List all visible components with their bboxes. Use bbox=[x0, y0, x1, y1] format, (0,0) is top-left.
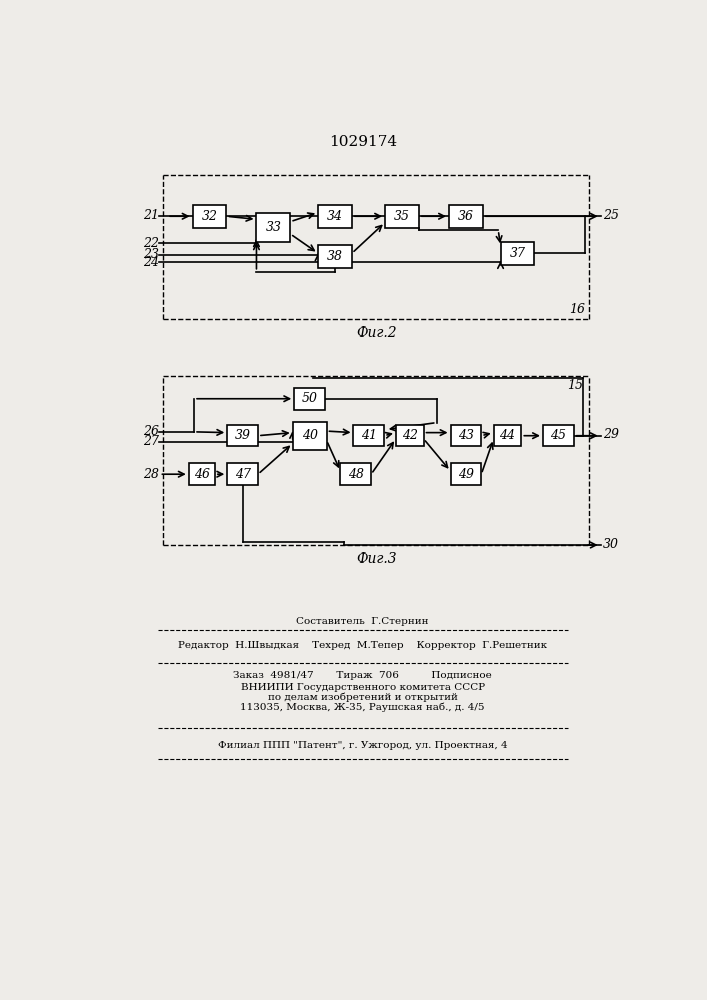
Text: 49: 49 bbox=[458, 468, 474, 481]
Text: 113035, Москва, Ж-35, Раушская наб., д. 4/5: 113035, Москва, Ж-35, Раушская наб., д. … bbox=[240, 703, 485, 712]
FancyBboxPatch shape bbox=[227, 425, 258, 446]
Text: 44: 44 bbox=[499, 429, 515, 442]
Text: 33: 33 bbox=[265, 221, 281, 234]
Text: 23: 23 bbox=[144, 248, 160, 261]
Text: 25: 25 bbox=[603, 209, 619, 222]
FancyBboxPatch shape bbox=[501, 242, 534, 265]
Text: 41: 41 bbox=[361, 429, 377, 442]
FancyBboxPatch shape bbox=[189, 463, 215, 485]
Text: 35: 35 bbox=[394, 210, 410, 223]
Text: ВНИИПИ Государственного комитета СССР: ВНИИПИ Государственного комитета СССР bbox=[240, 683, 485, 692]
Text: 32: 32 bbox=[201, 210, 218, 223]
Text: 50: 50 bbox=[302, 392, 317, 405]
Text: 26: 26 bbox=[144, 425, 160, 438]
FancyBboxPatch shape bbox=[293, 422, 327, 450]
Text: по делам изобретений и открытий: по делам изобретений и открытий bbox=[268, 693, 457, 702]
Text: 47: 47 bbox=[235, 468, 250, 481]
Text: 38: 38 bbox=[327, 250, 343, 263]
FancyBboxPatch shape bbox=[449, 205, 483, 228]
Text: 37: 37 bbox=[510, 247, 525, 260]
Text: Составитель  Г.Стернин: Составитель Г.Стернин bbox=[296, 617, 429, 626]
FancyBboxPatch shape bbox=[294, 388, 325, 410]
Text: 40: 40 bbox=[302, 429, 317, 442]
Text: 16: 16 bbox=[569, 303, 585, 316]
Text: Фиг.2: Фиг.2 bbox=[356, 326, 397, 340]
FancyBboxPatch shape bbox=[543, 425, 573, 446]
FancyBboxPatch shape bbox=[396, 425, 423, 446]
Text: 30: 30 bbox=[603, 538, 619, 551]
Text: 24: 24 bbox=[144, 256, 160, 269]
FancyBboxPatch shape bbox=[493, 425, 521, 446]
Text: Редактор  Н.Швыдкая    Техред  М.Тепер    Корректор  Г.Решетник: Редактор Н.Швыдкая Техред М.Тепер Коррек… bbox=[178, 641, 547, 650]
Text: 39: 39 bbox=[235, 429, 250, 442]
FancyBboxPatch shape bbox=[385, 205, 419, 228]
Text: 21: 21 bbox=[144, 209, 160, 222]
Text: 34: 34 bbox=[327, 210, 343, 223]
Text: 45: 45 bbox=[550, 429, 566, 442]
Text: 42: 42 bbox=[402, 429, 418, 442]
Text: Филиал ППП "Патент", г. Ужгород, ул. Проектная, 4: Филиал ППП "Патент", г. Ужгород, ул. Про… bbox=[218, 741, 508, 750]
Text: Заказ  4981/47       Тираж  706          Подписное: Заказ 4981/47 Тираж 706 Подписное bbox=[233, 671, 492, 680]
Text: 29: 29 bbox=[603, 428, 619, 441]
FancyBboxPatch shape bbox=[354, 425, 385, 446]
Text: 15: 15 bbox=[567, 379, 583, 392]
Text: 22: 22 bbox=[144, 237, 160, 250]
FancyBboxPatch shape bbox=[318, 205, 352, 228]
Text: 36: 36 bbox=[458, 210, 474, 223]
FancyBboxPatch shape bbox=[450, 463, 481, 485]
FancyBboxPatch shape bbox=[257, 213, 291, 242]
FancyBboxPatch shape bbox=[450, 425, 481, 446]
Text: 1029174: 1029174 bbox=[329, 135, 397, 149]
FancyBboxPatch shape bbox=[318, 245, 352, 268]
Text: 43: 43 bbox=[458, 429, 474, 442]
FancyBboxPatch shape bbox=[340, 463, 371, 485]
Text: 48: 48 bbox=[348, 468, 364, 481]
Text: 46: 46 bbox=[194, 468, 210, 481]
Text: 28: 28 bbox=[144, 468, 160, 481]
Text: Фиг.3: Фиг.3 bbox=[356, 552, 397, 566]
FancyBboxPatch shape bbox=[192, 205, 226, 228]
FancyBboxPatch shape bbox=[227, 463, 258, 485]
Text: 27: 27 bbox=[144, 435, 160, 448]
